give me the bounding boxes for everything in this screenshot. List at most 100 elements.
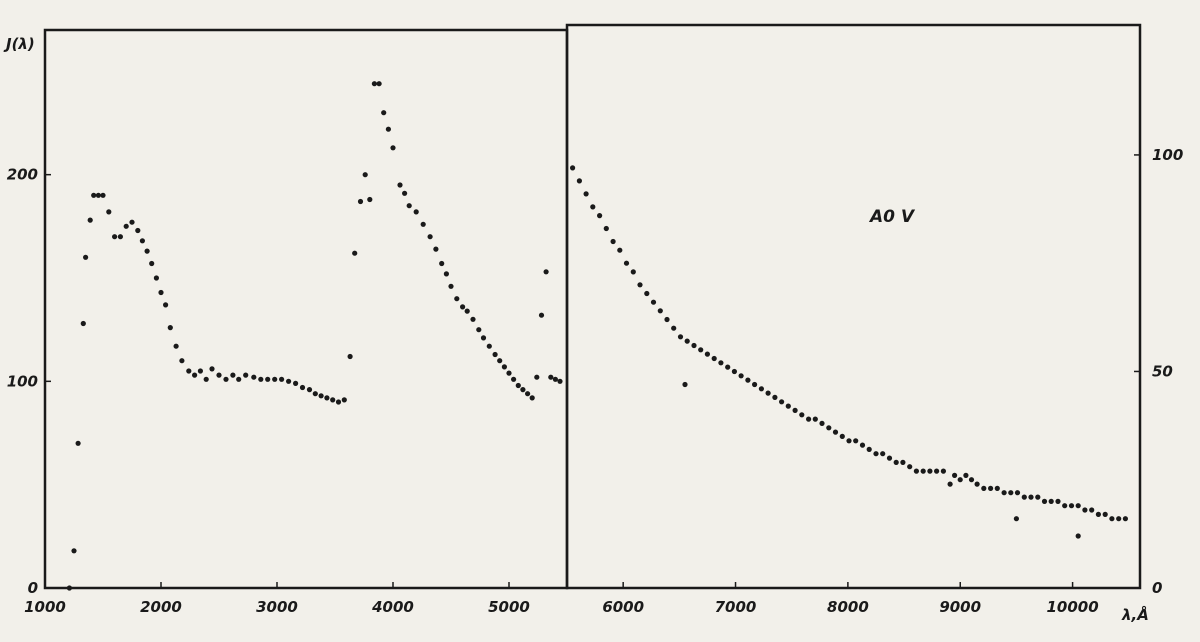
data-point [501, 364, 507, 370]
data-point [149, 260, 155, 267]
data-point [893, 459, 899, 465]
data-point [552, 376, 559, 382]
right-y-tick-label: 100 [1152, 146, 1183, 164]
data-point [826, 425, 832, 431]
data-point [427, 234, 433, 240]
data-point [974, 481, 980, 487]
data-point [832, 429, 839, 435]
data-point [1082, 507, 1088, 513]
data-point [470, 316, 476, 322]
data-point [704, 351, 711, 357]
data-point [610, 238, 616, 245]
data-point [718, 360, 724, 366]
data-point [1122, 516, 1128, 522]
data-point [725, 364, 731, 370]
data-point [548, 374, 554, 380]
data-point [603, 225, 609, 232]
data-point [341, 397, 347, 403]
data-point [557, 378, 563, 384]
data-point [83, 254, 89, 260]
data-point [934, 468, 940, 474]
data-point [1109, 516, 1115, 522]
data-point [957, 477, 963, 483]
left-x-tick-labels: 1000 2000 3000 4000 5000 [24, 598, 530, 616]
data-point [644, 290, 650, 297]
data-point [158, 289, 164, 296]
data-point [376, 81, 382, 87]
data-point [623, 260, 630, 266]
data-point [100, 192, 106, 198]
data-point [913, 468, 920, 474]
data-point [129, 219, 135, 225]
data-point [406, 203, 412, 209]
data-point [390, 145, 396, 151]
data-point [1116, 516, 1122, 522]
right-x-tick-labels: 6000 7000 8000 9000 10000 [602, 598, 1098, 616]
data-point [806, 416, 812, 422]
data-point [886, 455, 893, 461]
left-x-tick-label: 3000 [256, 598, 298, 616]
data-point [216, 372, 222, 378]
data-point [362, 172, 368, 178]
data-point [506, 370, 512, 376]
data-point [347, 353, 353, 360]
data-point [75, 440, 81, 446]
data-point [1075, 533, 1081, 539]
data-point [306, 387, 313, 393]
data-point [413, 209, 419, 215]
data-point [464, 308, 470, 314]
data-point [765, 390, 771, 396]
data-point [279, 376, 285, 382]
data-point [443, 271, 449, 277]
data-point [1055, 498, 1061, 504]
data-point [312, 391, 318, 397]
left-y-tick-marks [45, 173, 51, 589]
data-point [492, 351, 498, 358]
right-y-tick-labels: 0 50 100 [1152, 146, 1183, 597]
data-point [529, 395, 535, 401]
data-point [671, 325, 677, 331]
data-point [330, 397, 336, 403]
data-point [397, 182, 403, 188]
data-point [448, 283, 454, 289]
data-point [617, 247, 623, 253]
data-point [95, 192, 101, 198]
data-point [385, 126, 391, 132]
data-point [293, 380, 299, 386]
left-y-tick-label: 200 [7, 166, 38, 184]
data-point [900, 459, 906, 465]
data-point [420, 221, 426, 227]
data-point [597, 213, 603, 219]
data-point [968, 477, 975, 483]
data-point [243, 372, 249, 378]
data-point [486, 343, 492, 349]
data-point [318, 393, 324, 399]
data-point [324, 395, 330, 401]
data-point [1102, 511, 1108, 517]
data-point [1075, 503, 1081, 509]
left-x-tick-label: 2000 [140, 598, 182, 616]
data-point [590, 204, 596, 210]
data-point [352, 250, 358, 256]
data-point [1001, 490, 1007, 496]
data-point [758, 386, 765, 392]
data-point [859, 442, 866, 448]
right-x-tick-label: 6000 [602, 598, 644, 616]
data-point [299, 384, 306, 391]
right-plot-frame [565, 23, 1142, 590]
data-point [994, 485, 1000, 491]
data-point [846, 438, 852, 444]
data-point [570, 165, 576, 171]
data-point [650, 299, 657, 305]
data-point [576, 178, 583, 184]
data-point [163, 302, 169, 308]
data-point [785, 403, 791, 409]
data-point [873, 451, 879, 457]
data-point [520, 387, 526, 393]
data-point [117, 234, 123, 240]
data-point [1013, 516, 1020, 522]
data-point [480, 335, 487, 341]
right-x-tick-label: 7000 [715, 598, 757, 616]
right-x-tick-label: 9000 [939, 598, 981, 616]
